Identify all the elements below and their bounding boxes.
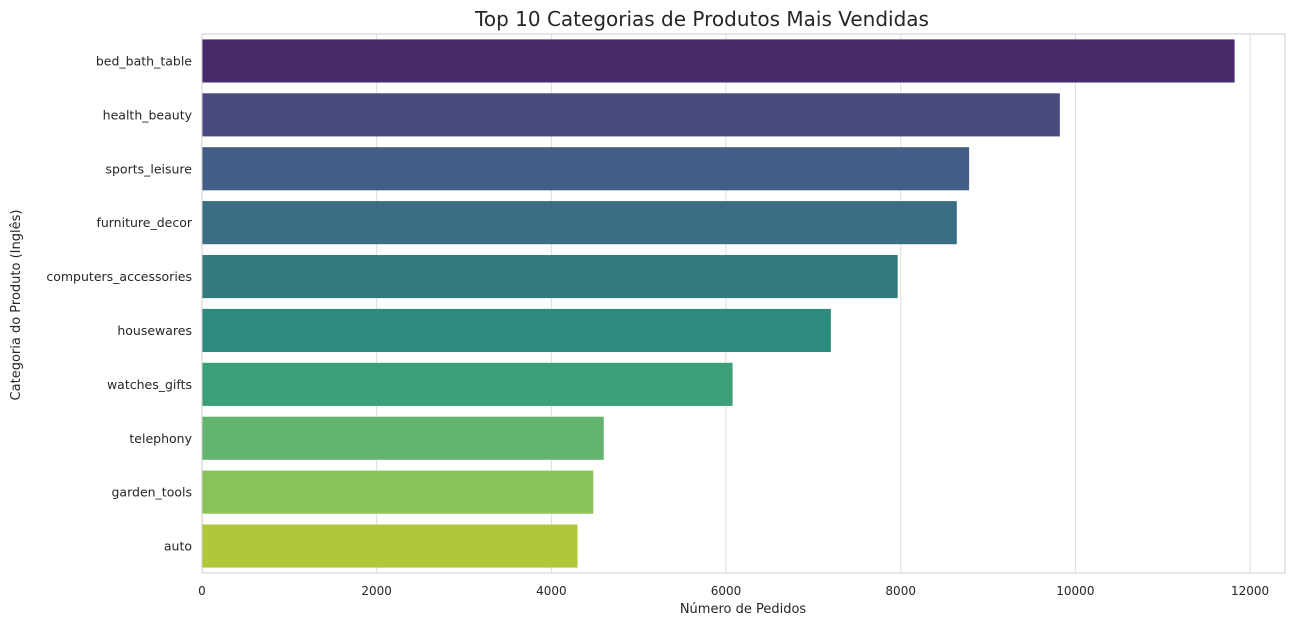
bars — [202, 39, 1235, 568]
bar-telephony — [202, 416, 604, 460]
chart-title: Top 10 Categorias de Produtos Mais Vendi… — [474, 7, 929, 31]
y-axis-ticks: bed_bath_table health_beauty sports_leisur… — [46, 53, 192, 553]
y-tick-label: auto — [164, 539, 192, 554]
x-tick-label: 2000 — [361, 584, 392, 598]
x-tick-label: 10000 — [1056, 584, 1094, 598]
y-tick-label: housewares — [117, 323, 192, 338]
x-axis-ticks: 0 2000 4000 6000 8000 10000 12000 — [198, 584, 1269, 598]
y-tick-label: sports_leisure — [105, 161, 192, 176]
y-tick-label: watches_gifts — [107, 377, 192, 392]
x-axis-label: Número de Pedidos — [680, 602, 807, 617]
x-tick-label: 8000 — [885, 584, 916, 598]
y-tick-label: health_beauty — [103, 107, 193, 122]
x-tick-label: 0 — [198, 584, 206, 598]
y-tick-label: furniture_decor — [96, 215, 192, 230]
bar-housewares — [202, 308, 831, 353]
bar-bed-bath-table — [202, 39, 1235, 83]
y-tick-label: bed_bath_table — [96, 53, 192, 68]
x-tick-label: 6000 — [711, 584, 742, 598]
bar-auto — [202, 524, 578, 568]
x-tick-label: 12000 — [1231, 584, 1269, 598]
bar-health-beauty — [202, 93, 1060, 137]
y-tick-label: telephony — [129, 431, 192, 446]
x-tick-label: 4000 — [536, 584, 567, 598]
y-axis-label: Categoria do Produto (Inglês) — [9, 210, 24, 401]
bar-watches-gifts — [202, 362, 733, 406]
bar-furniture-decor — [202, 201, 957, 245]
bar-sports-leisure — [202, 147, 970, 191]
bar-computers-accessories — [202, 254, 898, 299]
bar-garden-tools — [202, 470, 594, 514]
plot-frame — [201, 33, 1286, 574]
y-tick-label: garden_tools — [112, 485, 193, 500]
y-tick-label: computers_accessories — [46, 269, 192, 284]
